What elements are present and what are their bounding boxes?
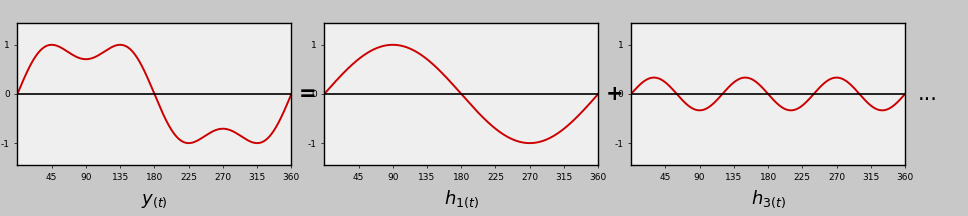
Text: +: + xyxy=(606,84,623,104)
Text: ...: ... xyxy=(918,84,938,104)
Text: $h_{3(t)}$: $h_{3(t)}$ xyxy=(750,188,786,210)
Text: =: = xyxy=(299,84,317,104)
Text: $h_{1(t)}$: $h_{1(t)}$ xyxy=(443,188,479,210)
Text: $y_{(t)}$: $y_{(t)}$ xyxy=(141,192,167,210)
